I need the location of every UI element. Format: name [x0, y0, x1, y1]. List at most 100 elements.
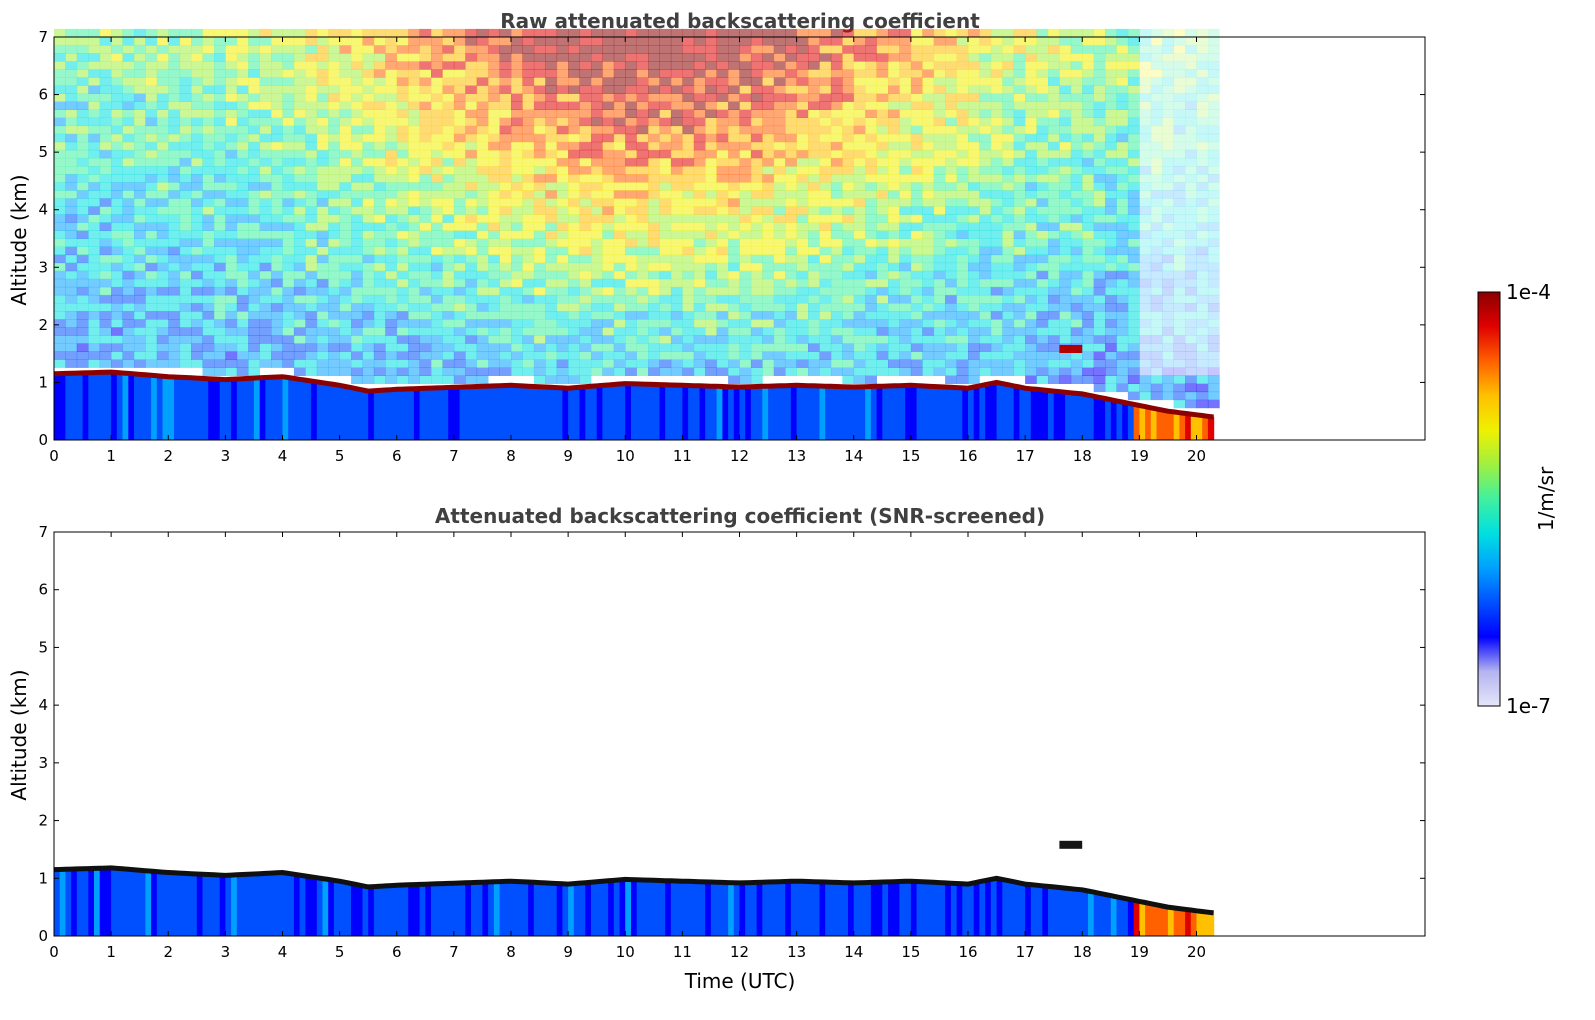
- noise-cell: [648, 262, 660, 272]
- noise-cell: [293, 214, 306, 223]
- noise-cell: [785, 343, 797, 352]
- noise-cell: [1048, 28, 1060, 38]
- noise-cell: [419, 174, 432, 183]
- noise-cell: [1116, 45, 1129, 54]
- noise-cell: [716, 61, 729, 70]
- noise-cell: [511, 206, 523, 215]
- noise-cell: [533, 182, 546, 191]
- noise-cell: [99, 198, 112, 207]
- noise-cell: [968, 53, 980, 62]
- noise-cell: [179, 294, 192, 304]
- noise-cell: [865, 222, 877, 231]
- noise-cell: [990, 190, 1003, 199]
- noise-cell: [876, 230, 889, 239]
- noise-cell: [819, 238, 832, 247]
- noise-cell: [1093, 286, 1106, 296]
- noise-cell: [54, 327, 66, 336]
- noise-cell: [65, 327, 78, 336]
- noise-cell: [545, 141, 558, 151]
- noise-cell: [591, 303, 603, 312]
- noise-cell: [1139, 359, 1152, 368]
- noise-cell: [693, 262, 706, 272]
- noise-cell: [910, 238, 923, 247]
- noise-cell: [910, 101, 923, 110]
- noise-cell: [134, 141, 146, 151]
- noise-cell: [54, 117, 66, 127]
- noise-cell: [922, 303, 935, 312]
- noise-cell: [419, 109, 432, 118]
- noise-cell: [979, 230, 992, 239]
- noise-cell: [1059, 101, 1072, 110]
- noise-cell: [465, 343, 478, 352]
- noise-cell: [1105, 190, 1117, 199]
- noise-cell: [202, 166, 215, 175]
- noise-cell: [1002, 101, 1015, 110]
- noise-cell: [351, 85, 363, 94]
- noise-cell: [910, 53, 923, 62]
- noise-cell: [568, 133, 580, 143]
- noise-cell: [659, 45, 672, 54]
- noise-cell: [476, 198, 489, 207]
- noise-cell: [248, 343, 260, 352]
- noise-cell: [682, 198, 695, 207]
- noise-cell: [1116, 157, 1129, 167]
- noise-cell: [453, 222, 466, 231]
- noise-cell: [853, 149, 866, 159]
- noise-cell: [1207, 238, 1220, 247]
- noise-cell: [693, 174, 706, 183]
- noise-cell: [1139, 37, 1152, 46]
- boundary-layer-cell: [562, 388, 569, 440]
- noise-cell: [1070, 359, 1083, 368]
- noise-cell: [659, 182, 672, 191]
- noise-cell: [853, 45, 866, 54]
- noise-cell: [968, 375, 980, 384]
- noise-cell: [853, 286, 866, 296]
- noise-cell: [442, 335, 455, 344]
- noise-cell: [499, 286, 512, 296]
- noise-cell: [591, 85, 603, 94]
- boundary-layer-cell: [916, 881, 923, 936]
- noise-cell: [773, 214, 786, 223]
- noise-cell: [728, 157, 740, 167]
- noise-cell: [773, 198, 786, 207]
- noise-cell: [625, 206, 637, 215]
- noise-cell: [579, 125, 592, 135]
- boundary-layer-cell: [1156, 409, 1163, 440]
- x-axis: 0 1 2 3 4 5 6 7 8 9 10 11 12 13 14 15 16 17 18 19 20: [49, 37, 1206, 465]
- noise-cell: [351, 335, 363, 344]
- noise-cell: [579, 93, 592, 102]
- noise-cell: [1173, 133, 1186, 143]
- noise-cell: [819, 141, 832, 151]
- noise-cell: [465, 190, 478, 199]
- noise-cell: [396, 327, 409, 336]
- noise-cell: [579, 157, 592, 167]
- noise-cell: [191, 125, 203, 135]
- noise-cell: [1196, 286, 1209, 296]
- noise-cell: [236, 77, 249, 86]
- noise-cell: [465, 182, 478, 191]
- noise-cell: [191, 294, 203, 304]
- boundary-layer-cell: [539, 386, 546, 440]
- noise-cell: [76, 174, 89, 183]
- noise-cell: [625, 262, 637, 272]
- noise-cell: [625, 109, 637, 118]
- noise-cell: [796, 45, 809, 54]
- boundary-layer-cell: [859, 882, 866, 936]
- noise-cell: [922, 28, 935, 38]
- x-tick-label: 8: [506, 447, 516, 465]
- boundary-layer-cell: [362, 390, 369, 440]
- noise-cell: [853, 311, 866, 320]
- noise-cell: [1070, 45, 1083, 54]
- noise-cell: [191, 303, 203, 312]
- noise-cell: [545, 367, 558, 376]
- noise-cell: [431, 254, 443, 264]
- noise-cell: [522, 319, 535, 328]
- boundary-layer-cell: [573, 883, 581, 936]
- noise-cell: [990, 61, 1003, 70]
- noise-cell: [339, 254, 352, 264]
- noise-cell: [1002, 270, 1015, 280]
- noise-cell: [431, 69, 443, 78]
- noise-cell: [271, 37, 283, 46]
- boundary-layer-cell: [345, 882, 352, 936]
- noise-cell: [122, 294, 135, 304]
